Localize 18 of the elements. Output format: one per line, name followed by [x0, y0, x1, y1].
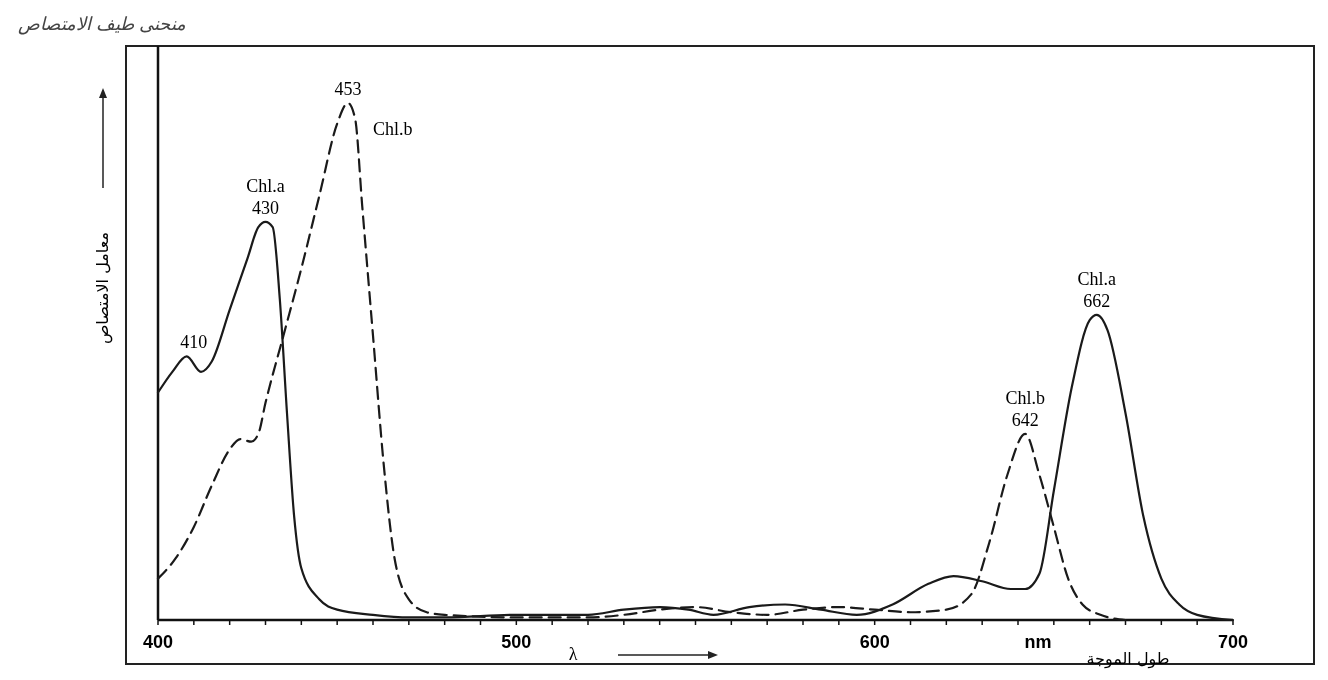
annotation: 662: [1083, 290, 1111, 311]
y-axis-title: معامل الامتصاص: [93, 232, 113, 344]
annotation: 453: [334, 79, 362, 99]
annotation: Chl.a: [246, 175, 285, 196]
annotation: Chl.b: [1005, 387, 1045, 408]
x-tick-label: 400: [142, 632, 174, 652]
annotation: 410: [180, 332, 208, 353]
annotation: 642: [1011, 409, 1039, 430]
annotation: Chl.b: [373, 119, 413, 139]
text: طول الموجة: [1086, 649, 1170, 669]
x-tick-label: 600: [859, 632, 890, 652]
annotation: Chl.a: [1077, 268, 1117, 289]
x-axis-title: λ: [568, 644, 578, 664]
text: nm: [1024, 632, 1052, 652]
x-tick-label: 500: [501, 632, 532, 652]
x-tick-label: 700: [1217, 632, 1249, 652]
chart-title: منحنى طيف الامتصاص: [18, 14, 187, 35]
annotation: 430: [252, 197, 279, 218]
